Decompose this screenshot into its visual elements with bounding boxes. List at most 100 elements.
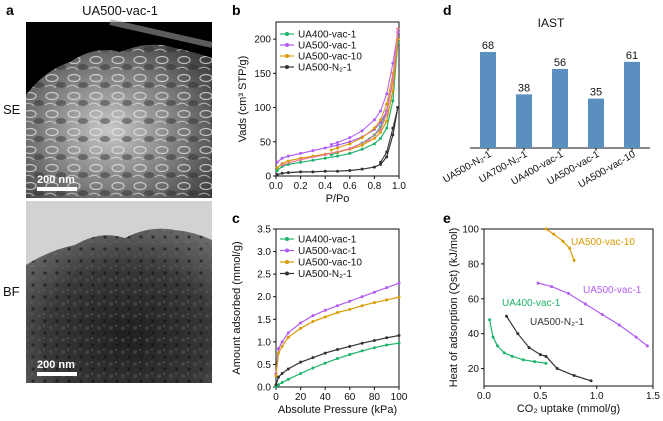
- data-point: [379, 121, 383, 125]
- x-tick-label: 20: [295, 392, 307, 403]
- data-point: [379, 109, 383, 113]
- bar-value-label: 56: [554, 57, 566, 69]
- data-point: [379, 136, 383, 140]
- data-point: [533, 360, 537, 364]
- data-point: [275, 169, 279, 173]
- bar-value-label: 61: [626, 50, 638, 62]
- data-point: [397, 334, 401, 338]
- x-axis-label: Absolute Pressure (kPa): [278, 404, 397, 416]
- data-point: [496, 344, 500, 348]
- bar-value-label: 68: [482, 40, 494, 52]
- y-tick-label: 50: [260, 137, 272, 148]
- data-point: [299, 371, 303, 375]
- desorption-line: [380, 107, 399, 163]
- chart-d-iast-selectivity: IAST68UA500-N₂-138UA700-N₂-156UA400-vac-…: [441, 16, 650, 191]
- legend-entry: UA400-vac-1: [298, 30, 357, 41]
- data-point: [348, 344, 352, 348]
- x-tick-label: 0.4: [318, 181, 332, 192]
- bf-scale-bar: [37, 372, 77, 376]
- data-point: [280, 371, 284, 375]
- data-point: [286, 154, 290, 158]
- x-tick-label: 0: [273, 392, 279, 403]
- data-point: [286, 377, 290, 381]
- data-point: [544, 361, 548, 365]
- data-point: [329, 143, 333, 147]
- data-point: [516, 332, 520, 336]
- data-point: [299, 170, 303, 174]
- data-point: [396, 27, 400, 31]
- data-point: [280, 171, 284, 175]
- data-point: [600, 312, 604, 316]
- y-tick-label: 2.0: [257, 292, 271, 303]
- bar-value-label: 38: [518, 82, 530, 94]
- data-point: [311, 320, 315, 324]
- legend-marker: [285, 237, 289, 241]
- y-tick-label: 3.0: [257, 247, 271, 258]
- data-point: [360, 341, 364, 345]
- series-line: [275, 334, 400, 385]
- x-tick-label: 0.2: [294, 181, 308, 192]
- data-point: [372, 118, 376, 122]
- legend-marker: [285, 260, 289, 264]
- x-tick-label: 40: [320, 392, 332, 403]
- data-point: [561, 239, 565, 243]
- data-point: [299, 158, 303, 162]
- x-tick-label: 1.0: [392, 181, 406, 192]
- series-line: [537, 282, 648, 347]
- legend-entry: UA400-vac-1: [298, 235, 357, 246]
- data-point: [372, 136, 376, 140]
- legend-marker: [285, 54, 289, 58]
- data-point: [491, 335, 495, 339]
- y-tick-label: 1.0: [257, 337, 271, 348]
- data-point: [323, 146, 327, 150]
- data-point: [348, 147, 352, 151]
- y-tick-label: 1.5: [257, 315, 271, 326]
- y-tick-label: 2.5: [257, 270, 271, 281]
- series-line: [545, 228, 575, 261]
- panel-letter-e: e: [443, 210, 451, 226]
- data-point: [536, 281, 540, 285]
- y-tick-label: 0: [265, 172, 271, 183]
- data-point: [280, 156, 284, 160]
- data-point: [589, 379, 593, 383]
- data-point: [360, 295, 364, 299]
- data-point: [385, 150, 389, 154]
- data-point: [348, 136, 352, 140]
- y-tick-label: 0.5: [257, 360, 271, 371]
- bar: [552, 68, 568, 148]
- data-point: [323, 351, 327, 355]
- bar: [588, 98, 604, 148]
- data-point: [391, 78, 395, 82]
- data-point: [360, 136, 364, 140]
- data-point: [550, 285, 554, 289]
- data-point: [336, 143, 339, 147]
- data-point: [274, 374, 278, 378]
- data-point: [617, 323, 621, 327]
- data-point: [286, 171, 290, 175]
- panel-letter-b: b: [232, 2, 241, 18]
- data-point: [510, 354, 514, 358]
- data-point: [348, 151, 352, 155]
- data-point: [366, 138, 370, 142]
- bf-scale-label: 200 nm: [37, 359, 75, 371]
- y-axis-label: Heat of adsorption (Qst) (kJ/mol): [448, 228, 460, 388]
- data-point: [360, 349, 364, 353]
- data-point: [280, 344, 284, 348]
- panel-letter-d: d: [443, 2, 452, 18]
- data-point: [488, 318, 492, 322]
- x-tick-label: 0.0: [269, 181, 283, 192]
- chart-e-heat-of-adsorption: 0.0 0.5 1.0 1.5 20 40 60 80 100 CO₂ uptake (mmol/…: [448, 225, 660, 416]
- data-point: [348, 307, 352, 311]
- legend-entry: UA500-vac-1: [298, 246, 357, 257]
- y-tick-label: 150: [254, 69, 271, 80]
- data-point: [360, 167, 364, 171]
- data-point: [336, 348, 339, 352]
- data-point: [336, 140, 339, 144]
- data-point: [372, 339, 376, 343]
- data-point: [385, 112, 389, 116]
- data-point: [360, 129, 364, 133]
- data-point: [385, 298, 389, 302]
- data-point: [391, 99, 395, 103]
- data-point: [379, 162, 383, 166]
